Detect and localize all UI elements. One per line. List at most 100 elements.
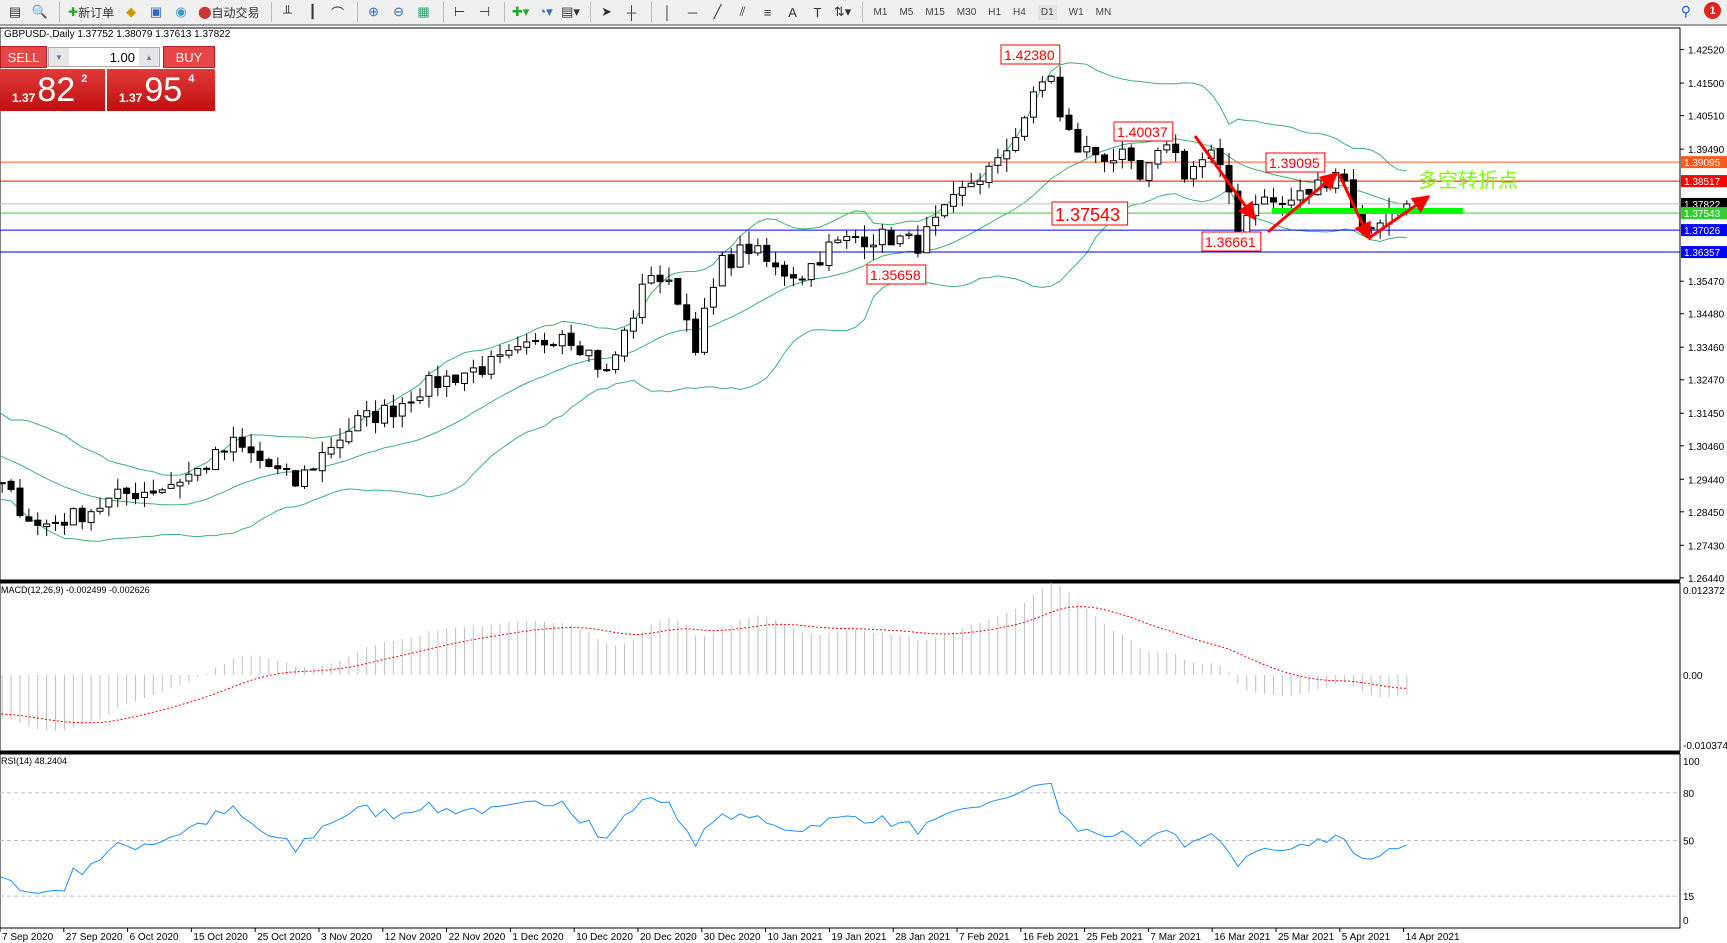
candle-body: [656, 274, 664, 283]
candle-body: [861, 236, 869, 248]
timeframe-d1[interactable]: D1: [1037, 4, 1057, 20]
bid-price[interactable]: 1.37 82 2: [0, 69, 105, 111]
timeframe-w1[interactable]: W1: [1068, 6, 1084, 18]
candle-body: [816, 262, 824, 266]
chart-window-icon[interactable]: ▤: [8, 4, 22, 19]
candle-body: [852, 236, 860, 239]
candle-body: [727, 254, 735, 269]
level-price-label: 1.39095: [1684, 158, 1721, 169]
candle-body: [629, 317, 637, 332]
auto-trading-button[interactable]: ⬤ 自动交易: [198, 5, 260, 20]
level-price-tag: [1681, 224, 1727, 237]
bollinger-upper: [0, 62, 1407, 476]
candle-body: [1216, 147, 1224, 166]
candle-body: [1029, 91, 1037, 118]
date-axis-label: 16 Mar 2021: [1214, 932, 1271, 943]
new-order-button[interactable]: ✚ 新订单: [68, 5, 115, 20]
trendline-icon[interactable]: ╱: [713, 4, 722, 19]
candle-body: [78, 507, 86, 523]
candle-body: [443, 375, 451, 388]
timeframe-h4[interactable]: H4: [1013, 6, 1026, 18]
search-icon[interactable]: ⚲: [1680, 3, 1691, 19]
price-axis-label: 1.42520: [1688, 46, 1725, 57]
crosshair-icon[interactable]: ┼: [626, 4, 637, 20]
date-axis-label: 19 Jan 2021: [831, 932, 886, 943]
lot-increase-icon[interactable]: ▲: [139, 48, 159, 66]
zoom-in-icon[interactable]: ⊕: [368, 4, 379, 19]
date-axis-label: 30 Dec 2020: [704, 932, 761, 943]
metaeditor-icon[interactable]: ◆: [126, 4, 137, 19]
candle-body: [425, 375, 433, 397]
terminal-icon[interactable]: ▣: [149, 4, 163, 19]
candle-body: [105, 497, 113, 508]
horizontal-line-icon[interactable]: ─: [687, 4, 698, 20]
bollinger-lower: [0, 188, 1407, 542]
candle-body: [372, 411, 380, 424]
lot-decrease-icon[interactable]: ▼: [49, 48, 69, 66]
date-axis-label: 22 Nov 2020: [449, 932, 506, 943]
lot-value[interactable]: 1.00: [109, 49, 135, 65]
arrows-icon[interactable]: ⇅▾: [833, 4, 852, 19]
text-icon[interactable]: A: [788, 4, 797, 20]
buy-button[interactable]: BUY: [163, 46, 215, 68]
price-annotation: 1.39095: [1269, 155, 1320, 171]
candle-body: [772, 262, 780, 268]
auto-scroll-icon[interactable]: ⊢: [453, 4, 466, 19]
auto-trading-icon: ⬤: [198, 5, 212, 19]
candle-body: [7, 480, 15, 491]
candle-body: [300, 469, 308, 487]
sell-button[interactable]: SELL: [0, 46, 47, 68]
candle-body: [87, 511, 95, 523]
zoom-out-icon[interactable]: ⊖: [393, 4, 404, 19]
date-axis-label: 3 Nov 2020: [321, 932, 373, 943]
candle-body: [1269, 197, 1277, 203]
date-axis-label: 27 Sep 2020: [66, 932, 123, 943]
candle-body: [718, 254, 726, 287]
level-price-label: 1.37822: [1684, 200, 1721, 211]
candle-body: [789, 274, 797, 279]
candle-body: [1198, 159, 1206, 168]
timeframe-m1[interactable]: M1: [873, 6, 888, 18]
date-axis-label: 6 Oct 2020: [130, 932, 179, 943]
timeframe-h1[interactable]: H1: [988, 6, 1002, 18]
notification-badge[interactable]: 1: [1704, 2, 1721, 19]
fibonacci-icon[interactable]: ≡: [763, 4, 772, 20]
channel-icon[interactable]: ⫽: [739, 4, 746, 19]
candlestick-icon[interactable]: ┃: [308, 4, 317, 19]
candle-body: [905, 233, 913, 236]
candle-body: [167, 484, 175, 489]
ask-price[interactable]: 1.37 95 4: [107, 69, 215, 111]
timeframe-m15[interactable]: M15: [925, 6, 945, 18]
lot-size-input[interactable]: ▼ 1.00 ▲: [48, 47, 160, 67]
tile-windows-icon[interactable]: ▦: [417, 4, 430, 19]
candle-body: [932, 216, 940, 227]
line-chart-icon[interactable]: ⌒: [331, 5, 345, 21]
candle-body: [781, 264, 789, 277]
profiles-icon[interactable]: 🔍: [31, 4, 49, 19]
level-price-tag: [1681, 197, 1727, 210]
indicators-icon[interactable]: ✚▾: [511, 4, 530, 19]
candle-body: [43, 523, 51, 528]
templates-icon[interactable]: ▤▾: [561, 4, 580, 19]
price-annotation-box: [1113, 121, 1174, 142]
candle-body: [745, 243, 753, 255]
rsi-axis-label: 0: [1683, 916, 1689, 927]
bar-chart-icon[interactable]: ╨: [282, 4, 293, 20]
timeframe-m5[interactable]: M5: [899, 6, 914, 18]
periods-icon[interactable]: ◔▾: [538, 4, 553, 19]
candle-body: [1127, 147, 1135, 161]
timeframe-mn[interactable]: MN: [1095, 6, 1112, 18]
candle-body: [914, 234, 922, 254]
level-price-tag: [1681, 175, 1727, 188]
candle-body: [967, 182, 975, 188]
candle-body: [194, 467, 202, 476]
chart-shift-icon[interactable]: ⊣: [478, 4, 491, 19]
cursor-icon[interactable]: ➤: [601, 4, 612, 19]
macd-axis-label: 0.012372: [1683, 586, 1725, 597]
signals-icon[interactable]: ◉: [175, 4, 187, 19]
timeframe-m30[interactable]: M30: [956, 6, 977, 18]
candle-body: [1012, 137, 1020, 151]
vertical-line-icon[interactable]: │: [663, 4, 672, 20]
text-label-icon[interactable]: T: [813, 4, 822, 20]
